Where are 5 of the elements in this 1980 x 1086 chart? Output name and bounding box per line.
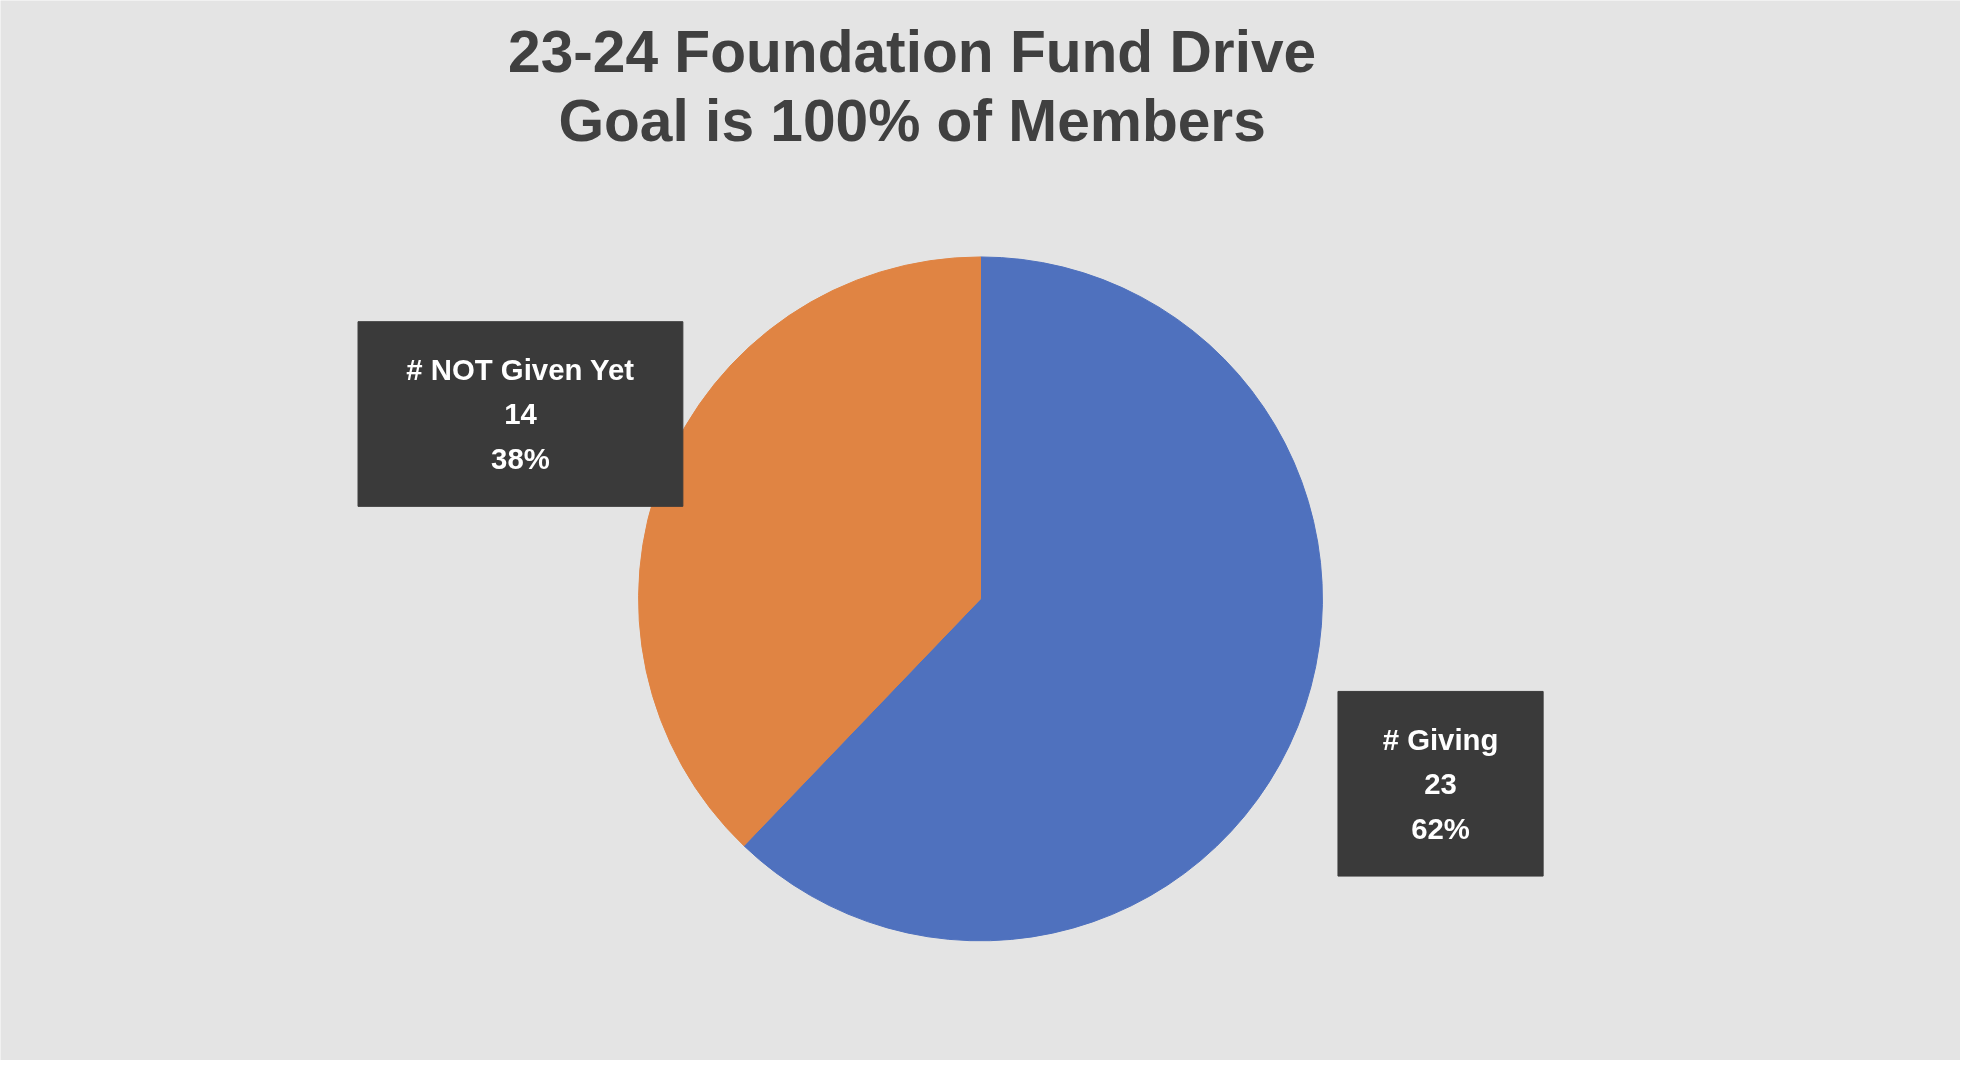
chart-title: 23-24 Foundation Fund Drive Goal is 100% of Members xyxy=(508,19,1317,153)
data-label: 23 62% xyxy=(1411,766,1470,845)
slice-label: # Giving xyxy=(1382,722,1499,756)
slice-label: # NOT Given Yet xyxy=(406,353,635,387)
data-label: 14 38% xyxy=(491,397,550,475)
